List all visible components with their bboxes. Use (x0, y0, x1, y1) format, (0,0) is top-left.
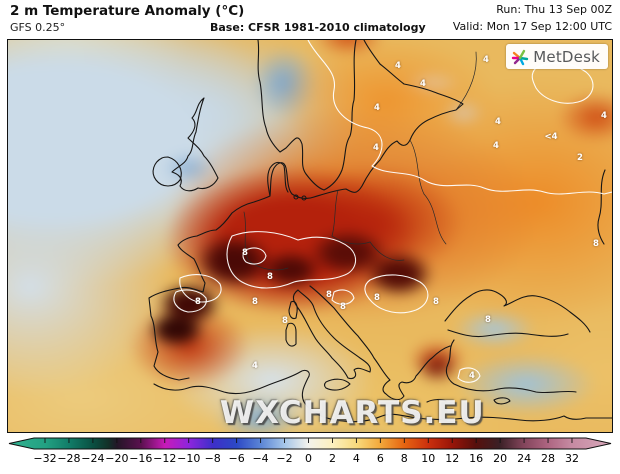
colorbar (8, 437, 612, 450)
colorbar-tick-label: 28 (541, 452, 556, 465)
colorbar-tick-label: 10 (421, 452, 436, 465)
temperature-anomaly-field (8, 40, 612, 432)
model-label: GFS 0.25° (10, 21, 66, 34)
coastlines (148, 40, 612, 423)
colorbar-tick-label: −16 (129, 452, 153, 465)
colorbar-tick-label: −24 (81, 452, 105, 465)
colorbar-tick-label: −20 (105, 452, 129, 465)
colorbar-tick-label: 6 (376, 452, 384, 465)
colorbar-tick-label: 8 (400, 452, 408, 465)
colorbar-tick-label: 20 (493, 452, 508, 465)
colorbar-gradient-bar (8, 437, 612, 450)
colorbar-ticks (44, 438, 573, 443)
anomaly-contours (173, 40, 612, 383)
colorbar-tick-label: 0 (304, 452, 312, 465)
colorbar-tick-label: 24 (517, 452, 532, 465)
colorbar-tick-label: 4 (352, 452, 360, 465)
colorbar-tick-label: −4 (252, 452, 269, 465)
coastline-borders-svg (148, 40, 612, 423)
map-canvas: 8 8 8 8 8 8 8 8 8 8 8 4 4 4 4 4 4 4 4 4 4 <4 2 WXCHARTS.EU Met… (7, 39, 613, 433)
colorbar-tick-label: 12 (445, 452, 460, 465)
colorbar-tick-label: 16 (469, 452, 484, 465)
colorbar-tick-label: −8 (204, 452, 221, 465)
climatology-base-label: Base: CFSR 1981-2010 climatology (210, 21, 426, 34)
colorbar-tick-label: −2 (276, 452, 293, 465)
colorbar-tick-label: −32 (33, 452, 57, 465)
colorbar-tick-label: −28 (57, 452, 81, 465)
colorbar-tick-label: −12 (153, 452, 177, 465)
metdesk-logo: MetDesk (506, 44, 608, 69)
header: 2 m Temperature Anomaly (°C) GFS 0.25° B… (0, 0, 620, 39)
colorbar-tick-label: 2 (328, 452, 336, 465)
watermark: WXCHARTS.EU (219, 395, 485, 431)
page-title: 2 m Temperature Anomaly (°C) (10, 3, 245, 19)
metdesk-logo-icon (512, 49, 529, 65)
metdesk-logo-text: MetDesk (533, 47, 600, 66)
run-time-label: Run: Thu 13 Sep 00Z (496, 3, 612, 16)
colorbar-tick-label: −10 (177, 452, 201, 465)
colorbar-tick-label: 32 (564, 452, 579, 465)
country-borders (243, 51, 477, 271)
colorbar-tick-label: −6 (228, 452, 245, 465)
valid-time-label: Valid: Mon 17 Sep 12:00 UTC (452, 20, 612, 33)
